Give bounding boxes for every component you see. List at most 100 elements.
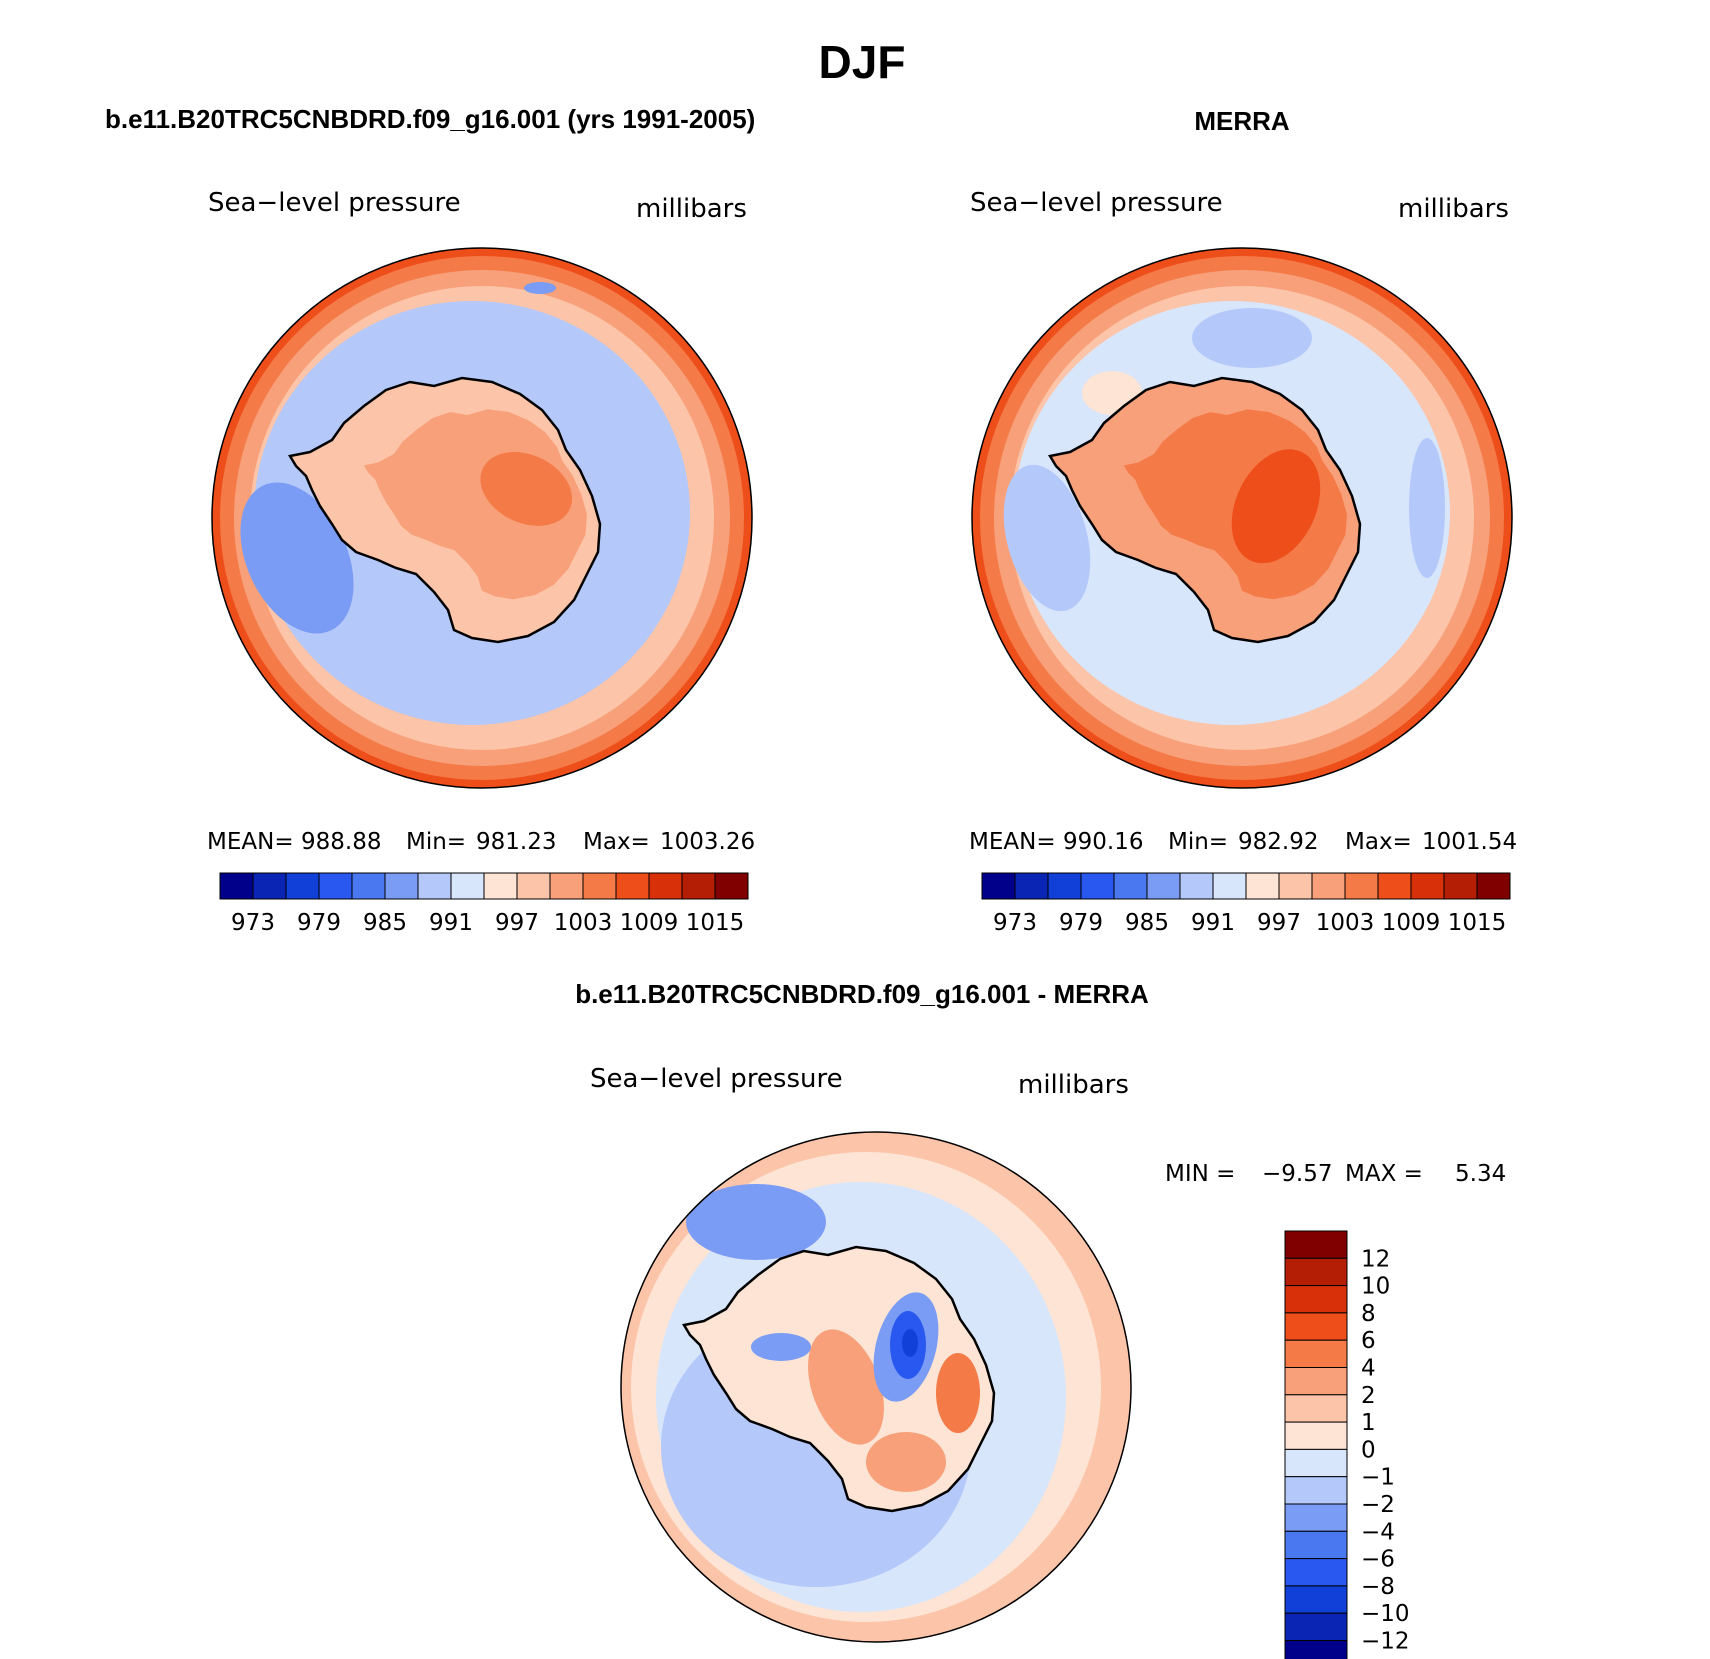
colorbar-swatch bbox=[1047, 872, 1082, 900]
panel2-max-value: 1001.54 bbox=[1422, 829, 1517, 855]
panel1-min-value: 981.23 bbox=[476, 829, 556, 855]
colorbar-swatch bbox=[1284, 1421, 1348, 1450]
panel1-variable-label: Sea−level pressure bbox=[208, 188, 461, 218]
colorbar-swatch bbox=[1080, 872, 1115, 900]
panel1-colorbar: 973 979 985 991 997 1003 1009 1015 bbox=[219, 872, 749, 936]
colorbar-tick-label: 997 bbox=[495, 910, 539, 936]
colorbar-swatch bbox=[1284, 1367, 1348, 1396]
colorbar-swatch bbox=[1443, 872, 1478, 900]
colorbar-swatch bbox=[1344, 872, 1379, 900]
colorbar-swatch bbox=[1284, 1585, 1348, 1614]
colorbar-swatch bbox=[1284, 1476, 1348, 1505]
contour-band bbox=[936, 1353, 980, 1433]
colorbar-swatch bbox=[318, 872, 353, 900]
colorbar-tick-label: −2 bbox=[1361, 1492, 1395, 1518]
panel1-map-border bbox=[211, 247, 753, 789]
contour-band bbox=[1192, 308, 1312, 368]
colorbar-tick-label: 4 bbox=[1361, 1356, 1376, 1382]
colorbar-swatch bbox=[1377, 872, 1412, 900]
panel1-stats: MEAN= 988.88 Min= 981.23 Max= 1003.26 bbox=[207, 829, 755, 855]
panel1-units-label: millibars bbox=[636, 194, 747, 224]
colorbar-swatch bbox=[1146, 872, 1181, 900]
colorbar-tick-label: 979 bbox=[1059, 910, 1103, 936]
colorbar-swatch bbox=[1284, 1530, 1348, 1560]
panel1-map bbox=[211, 247, 753, 789]
colorbar-swatch bbox=[549, 872, 584, 900]
colorbar-swatch bbox=[714, 872, 749, 900]
colorbar-swatch bbox=[516, 872, 551, 900]
colorbar-tick-label: 8 bbox=[1361, 1301, 1376, 1327]
colorbar-swatch bbox=[1284, 1558, 1348, 1587]
colorbar-swatch bbox=[648, 872, 683, 900]
panel2-variable-label: Sea−level pressure bbox=[970, 188, 1223, 218]
panel3-contour-layers bbox=[621, 1132, 1131, 1642]
contour-band bbox=[1409, 438, 1445, 578]
colorbar-swatch bbox=[1284, 1285, 1348, 1314]
panel1-mean-value: 988.88 bbox=[301, 829, 381, 855]
panel3-max-value: 5.34 bbox=[1455, 1161, 1506, 1187]
colorbar-tick-label: −6 bbox=[1361, 1547, 1395, 1573]
colorbar-swatch bbox=[1476, 872, 1511, 900]
colorbar-tick-label: 1009 bbox=[620, 910, 679, 936]
colorbar-swatch bbox=[351, 872, 386, 900]
colorbar-swatch bbox=[1179, 872, 1214, 900]
colorbar-swatch bbox=[1311, 872, 1346, 900]
contour-band bbox=[480, 452, 573, 526]
colorbar-swatch bbox=[1284, 1230, 1348, 1259]
colorbar-tick-label: −4 bbox=[1361, 1519, 1395, 1545]
panel1-max-value: 1003.26 bbox=[660, 829, 755, 855]
colorbar-swatch bbox=[1212, 872, 1247, 900]
contour-band bbox=[808, 1329, 884, 1445]
colorbar-swatch bbox=[1284, 1312, 1348, 1341]
figure-title: DJF bbox=[819, 36, 906, 88]
colorbar-swatch bbox=[450, 872, 485, 900]
colorbar-tick-label: −1 bbox=[1361, 1465, 1395, 1491]
panel3-title: b.e11.B20TRC5CNBDRD.f09_g16.001 - MERRA bbox=[575, 979, 1149, 1009]
panel2-map bbox=[971, 247, 1513, 789]
colorbar-swatch bbox=[219, 872, 254, 900]
colorbar-swatch bbox=[285, 872, 320, 900]
colorbar-swatch bbox=[1014, 872, 1049, 900]
colorbar-swatch bbox=[417, 872, 452, 900]
panel3-units-label: millibars bbox=[1018, 1070, 1129, 1100]
colorbar-swatch bbox=[1284, 1448, 1348, 1478]
colorbar-swatch bbox=[1284, 1503, 1348, 1532]
panel2-min-label: Min= bbox=[1168, 829, 1228, 855]
colorbar-tick-label: 1009 bbox=[1382, 910, 1441, 936]
panel3-stats: MIN = −9.57 MAX = 5.34 bbox=[1165, 1161, 1506, 1187]
panel2-units-label: millibars bbox=[1398, 194, 1509, 224]
colorbar-swatch bbox=[1284, 1339, 1348, 1368]
colorbar-swatch bbox=[615, 872, 650, 900]
colorbar-swatch bbox=[483, 872, 518, 900]
panel1-max-label: Max= bbox=[583, 829, 650, 855]
colorbar-swatch bbox=[681, 872, 716, 900]
colorbar-swatch bbox=[1284, 1612, 1348, 1641]
panel3-min-label: MIN = bbox=[1165, 1161, 1235, 1187]
colorbar-tick-label: 10 bbox=[1361, 1274, 1390, 1300]
colorbar-swatch bbox=[1278, 872, 1313, 900]
colorbar-swatch bbox=[1245, 872, 1280, 900]
panel2-max-label: Max= bbox=[1345, 829, 1412, 855]
panel3-variable-label: Sea−level pressure bbox=[590, 1064, 843, 1094]
colorbar-swatch bbox=[384, 872, 419, 900]
colorbar-tick-label: 12 bbox=[1361, 1246, 1390, 1272]
colorbar-tick-label: 1015 bbox=[1448, 910, 1507, 936]
contour-band bbox=[751, 1333, 811, 1361]
panel3-map-border bbox=[620, 1131, 1132, 1643]
panel1-mean-label: MEAN= bbox=[207, 829, 294, 855]
colorbar-tick-label: 997 bbox=[1257, 910, 1301, 936]
panel3-max-label: MAX = bbox=[1345, 1161, 1423, 1187]
colorbar-tick-label: 1003 bbox=[1316, 910, 1375, 936]
panel2-mean-label: MEAN= bbox=[969, 829, 1056, 855]
colorbar-tick-label: 973 bbox=[993, 910, 1037, 936]
colorbar-swatch bbox=[1410, 872, 1445, 900]
panel1-contour-layers bbox=[212, 248, 752, 788]
colorbar-swatch bbox=[981, 872, 1016, 900]
contour-band bbox=[686, 1184, 826, 1260]
contour-band bbox=[1231, 449, 1321, 564]
panel2-contour-layers bbox=[972, 248, 1512, 788]
colorbar-tick-label: 973 bbox=[231, 910, 275, 936]
colorbar-tick-label: −10 bbox=[1361, 1601, 1410, 1627]
